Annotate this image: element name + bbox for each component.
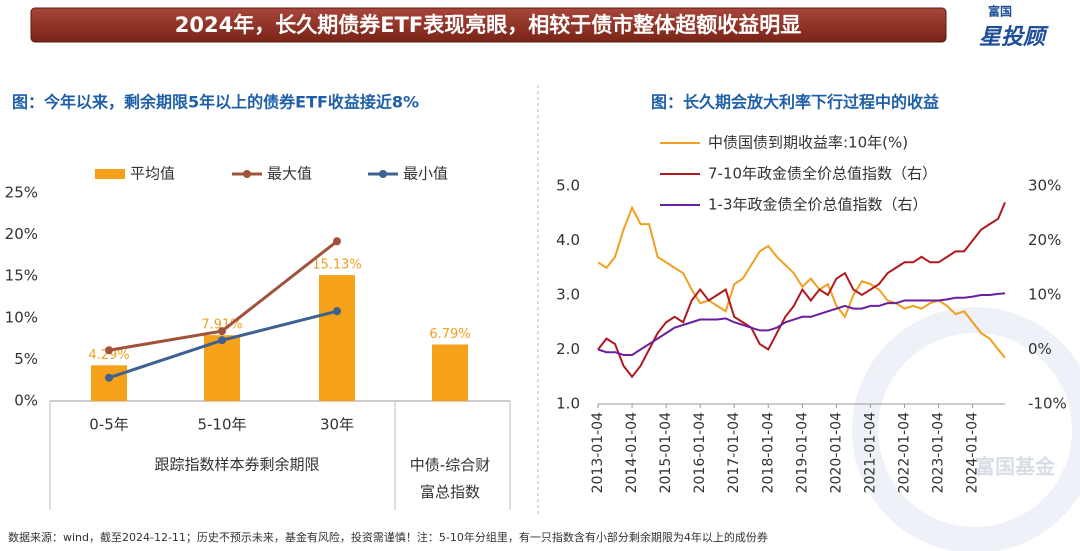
header-title: 2024年，长久期债券ETF表现亮眼，相较于债市整体超额收益明显 [175,13,801,37]
bar [319,275,355,401]
y-tick-label: 0% [14,392,38,410]
x-tick-label: 2015-01-04 [658,412,674,493]
y-tick-label: 5% [14,350,38,368]
bar [432,344,468,401]
x-tick-label: 2018-01-04 [760,412,776,493]
legend-marker [243,170,251,178]
x-tick-label: 2022-01-04 [897,412,913,493]
y-tick-label: 20% [5,225,38,243]
logo-top: 富国 [988,4,1012,19]
legend-label: 最大值 [267,165,312,183]
y-tick-label: 15% [5,267,38,285]
legend-label: 平均值 [130,165,175,183]
y-tick-label: 5.0 [556,177,580,195]
marker [218,327,226,336]
marker [105,373,113,382]
x-tick-label: 2014-01-04 [624,412,640,493]
header-bar [30,7,947,43]
x-tick-label: 5-10年 [197,416,246,434]
chart-title: 图：今年以来，剩余期限5年以上的债券ETF收益接近8% [12,93,419,112]
x-tick-label: 2023-01-04 [931,412,947,493]
y2-tick-label: 20% [1028,231,1061,249]
y2-tick-label: -10% [1028,395,1067,413]
x-axis-label: 跟踪指数样本券剩余期限 [154,456,319,474]
line [597,292,1006,356]
marker [333,237,341,246]
watermark: 富国基金 [975,455,1056,479]
x-tick-label: 中债-综合财富总指数 [410,456,490,501]
bar [204,335,240,401]
bar [91,365,127,401]
x-tick-label: 30年 [320,416,354,434]
x-tick-label: 2021-01-04 [862,412,878,493]
y2-tick-label: 10% [1028,286,1061,304]
legend-label: 7-10年政金债全价总值指数（右） [708,165,937,183]
data-label: 6.79% [429,327,470,342]
data-label: 4.29% [88,348,129,363]
legend-swatch [95,169,125,179]
y-tick-label: 3.0 [556,286,580,304]
x-tick-label: 0-5年 [89,416,129,434]
x-tick-label: 2020-01-04 [828,412,844,493]
y2-tick-label: 30% [1028,177,1061,195]
watermark-ring [852,307,1080,551]
logo-main: 星投顾 [979,25,1049,50]
legend-label: 最小值 [403,165,448,183]
x-tick-label: 2017-01-04 [726,412,742,493]
y-tick-label: 10% [5,308,38,326]
legend-label: 1-3年政金债全价总值指数（右） [708,196,928,214]
legend-marker [379,170,387,178]
x-tick-label: 2013-01-04 [590,412,606,493]
x-tick-label: 2019-01-04 [794,412,810,493]
footer: 数据来源：wind，截至2024-12-11；历史不预示未来，基金有风险，投资需… [8,530,768,544]
x-tick-label: 2024-01-04 [965,412,981,493]
data-label: 15.13% [312,258,362,273]
line [597,201,1006,379]
y2-tick-label: 0% [1028,340,1052,358]
y-tick-label: 1.0 [556,395,580,413]
legend-label: 中债国债到期收益率:10年(%) [708,134,908,152]
y-tick-label: 2.0 [556,340,580,358]
marker [333,307,341,316]
y-tick-label: 4.0 [556,231,580,249]
marker [218,336,226,345]
y-tick-label: 25% [5,184,38,202]
marker [105,346,113,355]
chart-title: 图：长久期会放大利率下行过程中的收益 [651,93,939,112]
x-tick-label: 2016-01-04 [692,412,708,493]
